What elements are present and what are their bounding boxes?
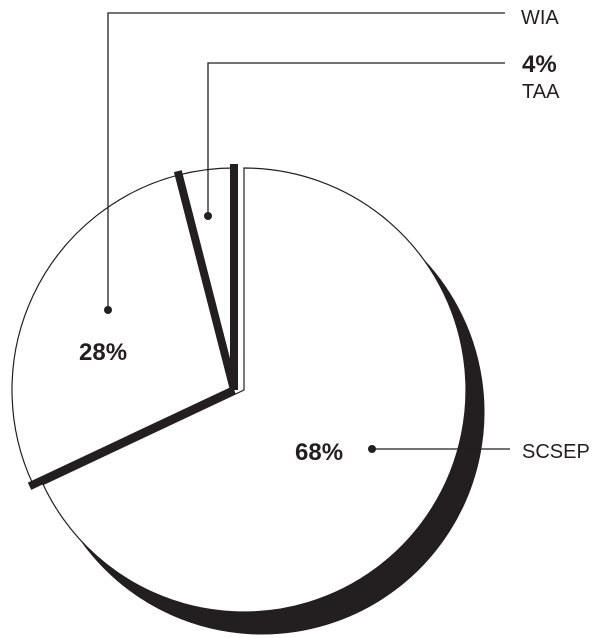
slice-label-wia: WIA	[521, 7, 559, 29]
slice-wia	[11, 174, 235, 486]
slice-pct-wia: 28%	[79, 339, 127, 366]
slice-pct-taa: 4%	[522, 51, 557, 78]
leader-wia-dot	[104, 306, 112, 314]
slice-label-scsep: SCSEP	[522, 441, 590, 463]
pie-slices	[11, 164, 467, 613]
slice-pct-scsep: 68%	[295, 439, 343, 466]
slice-label-taa: TAA	[522, 81, 560, 103]
leader-wia	[107, 12, 505, 310]
leader-taa-dot	[204, 212, 212, 220]
leader-lines	[104, 12, 510, 453]
slice-edge-0	[27, 386, 236, 490]
leader-scsep-dot	[368, 445, 376, 453]
leader-taa	[207, 62, 505, 216]
slice-scsep	[42, 167, 467, 613]
slice-edge-1	[173, 170, 238, 391]
